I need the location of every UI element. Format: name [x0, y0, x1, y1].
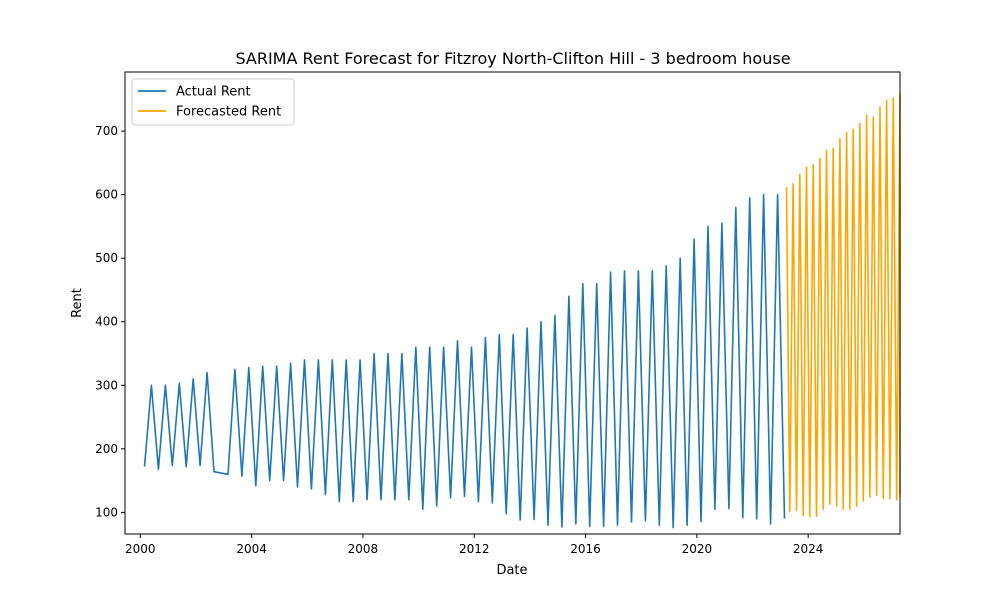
legend: Actual Rent Forecasted Rent	[131, 78, 295, 126]
series-layer	[143, 92, 901, 529]
chart-title: SARIMA Rent Forecast for Fitzroy North-C…	[235, 49, 790, 68]
x-tick-label: 2004	[236, 542, 267, 556]
x-tick-label: 2008	[348, 542, 379, 556]
legend-label-actual-rent: Actual Rent	[176, 85, 251, 100]
series-line-forecasted-rent	[785, 92, 901, 518]
legend-label-forecasted-rent: Forecasted Rent	[176, 105, 281, 120]
y-tick-label: 500	[95, 251, 118, 265]
x-tick-label: 2024	[793, 542, 824, 556]
series-line-actual-rent	[143, 193, 786, 529]
y-axis-label: Rent	[70, 288, 85, 318]
y-tick-label: 300	[95, 378, 118, 392]
x-tick-label: 2000	[125, 542, 156, 556]
x-tick-label: 2020	[682, 542, 713, 556]
y-tick-label: 600	[95, 188, 118, 202]
x-tick-label: 2012	[459, 542, 490, 556]
legend-box	[131, 78, 295, 126]
x-tick-label: 2016	[570, 542, 601, 556]
y-tick-label: 100	[95, 505, 118, 519]
y-tick-label: 200	[95, 442, 118, 456]
y-axis: 100 200 300 400 500 600 700	[95, 124, 125, 519]
x-axis-label: Date	[496, 563, 527, 578]
y-tick-label: 400	[95, 315, 118, 329]
plot-area-frame	[124, 71, 901, 535]
y-tick-label: 700	[95, 124, 118, 138]
x-axis: 2000 2004 2008 2012 2016 2020 2024	[125, 534, 823, 556]
